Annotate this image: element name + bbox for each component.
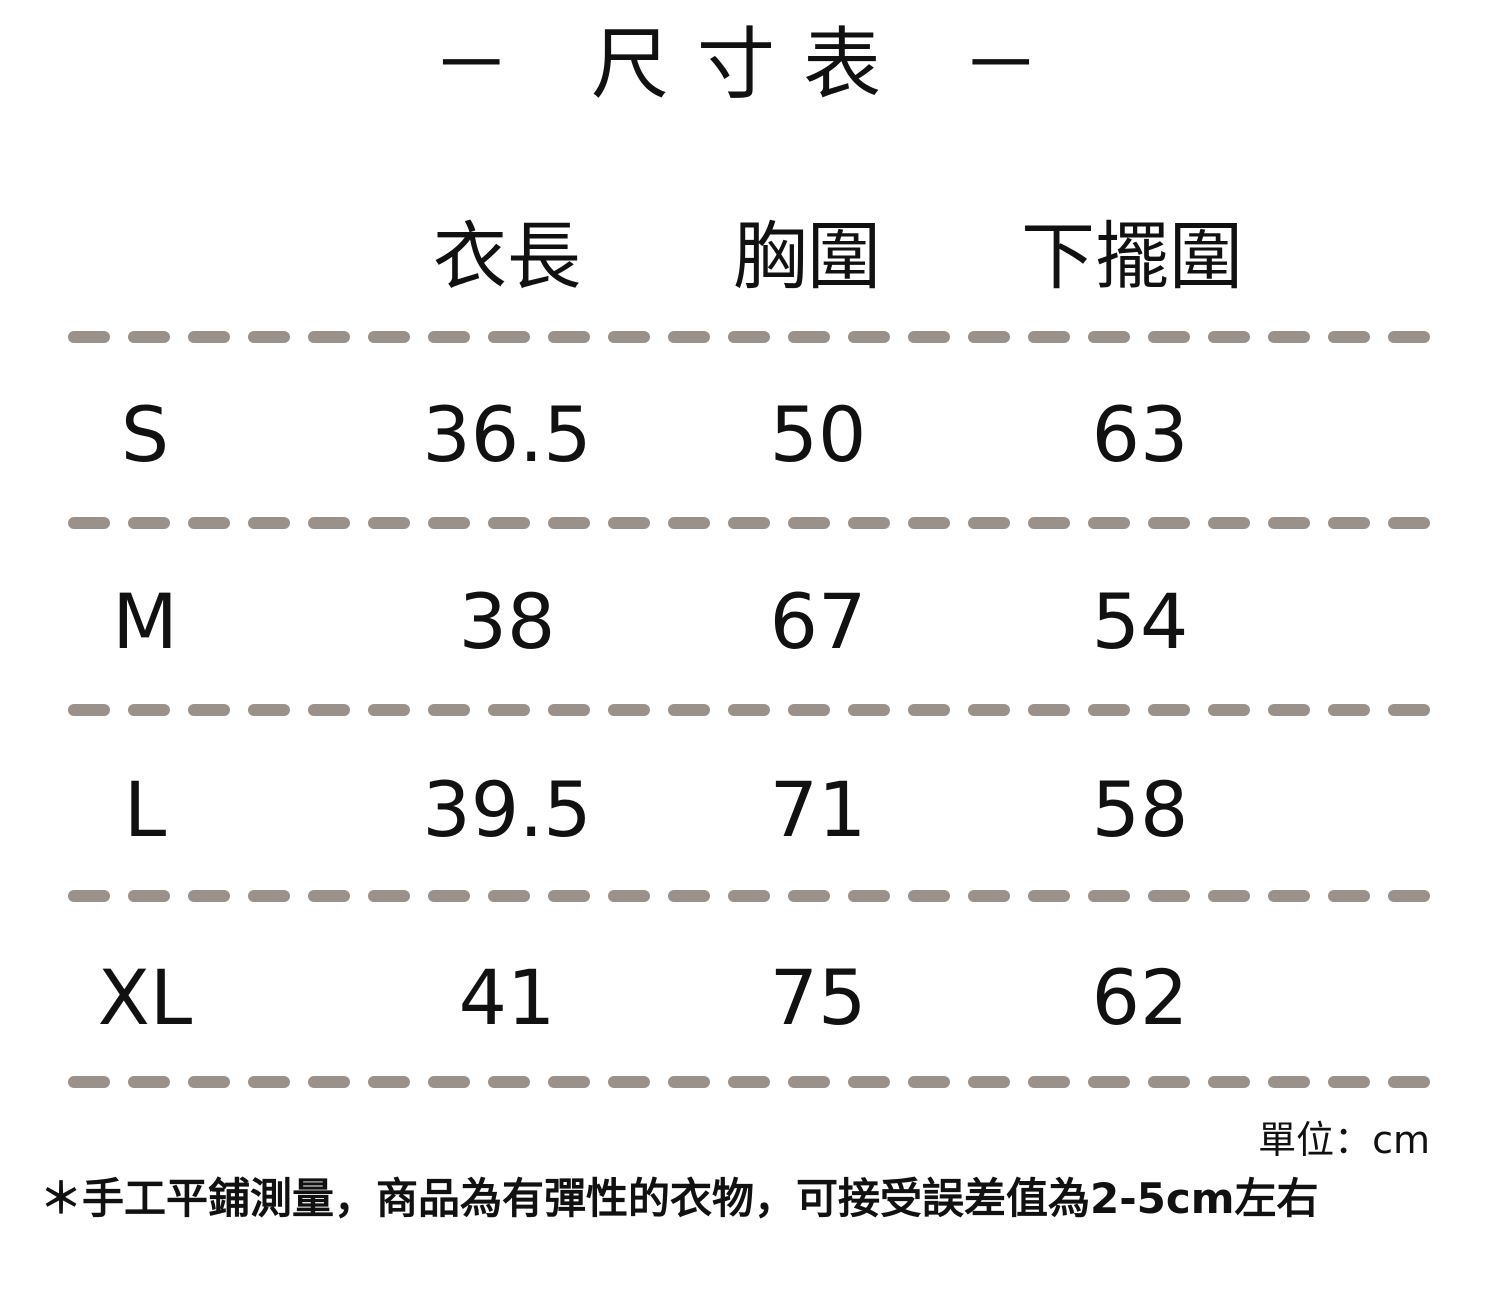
dashed-divider [0, 1072, 1500, 1092]
measurement-cell: 58 [1091, 765, 1189, 854]
unit-label: 單位：cm [1258, 1118, 1430, 1162]
dashed-divider [0, 513, 1500, 533]
size-label: S [120, 390, 170, 479]
measurement-cell: 41 [458, 953, 556, 1042]
page-title: － 尺寸表 － [432, 20, 1068, 110]
size-label: L [123, 765, 167, 854]
measurement-cell: 39.5 [422, 765, 592, 854]
measurement-cell: 67 [769, 577, 867, 666]
measurement-cell: 75 [769, 953, 867, 1042]
measurement-cell: 63 [1091, 390, 1189, 479]
dashed-divider [0, 327, 1500, 347]
measurement-cell: 50 [769, 390, 867, 479]
header-hem: 下擺圍 [1021, 214, 1243, 300]
size-label: XL [97, 953, 193, 1042]
dashed-divider [0, 700, 1500, 720]
measurement-cell: 62 [1091, 953, 1189, 1042]
header-chest: 胸圍 [733, 214, 881, 300]
measurement-cell: 36.5 [422, 390, 592, 479]
dashed-divider [0, 886, 1500, 906]
measurement-cell: 54 [1091, 577, 1189, 666]
measurement-cell: 38 [458, 577, 556, 666]
size-label: M [112, 577, 178, 666]
header-length: 衣長 [433, 214, 581, 300]
measurement-cell: 71 [769, 765, 867, 854]
measurement-note: ＊手工平鋪測量，商品為有彈性的衣物，可接受誤差值為2-5cm左右 [40, 1174, 1319, 1223]
